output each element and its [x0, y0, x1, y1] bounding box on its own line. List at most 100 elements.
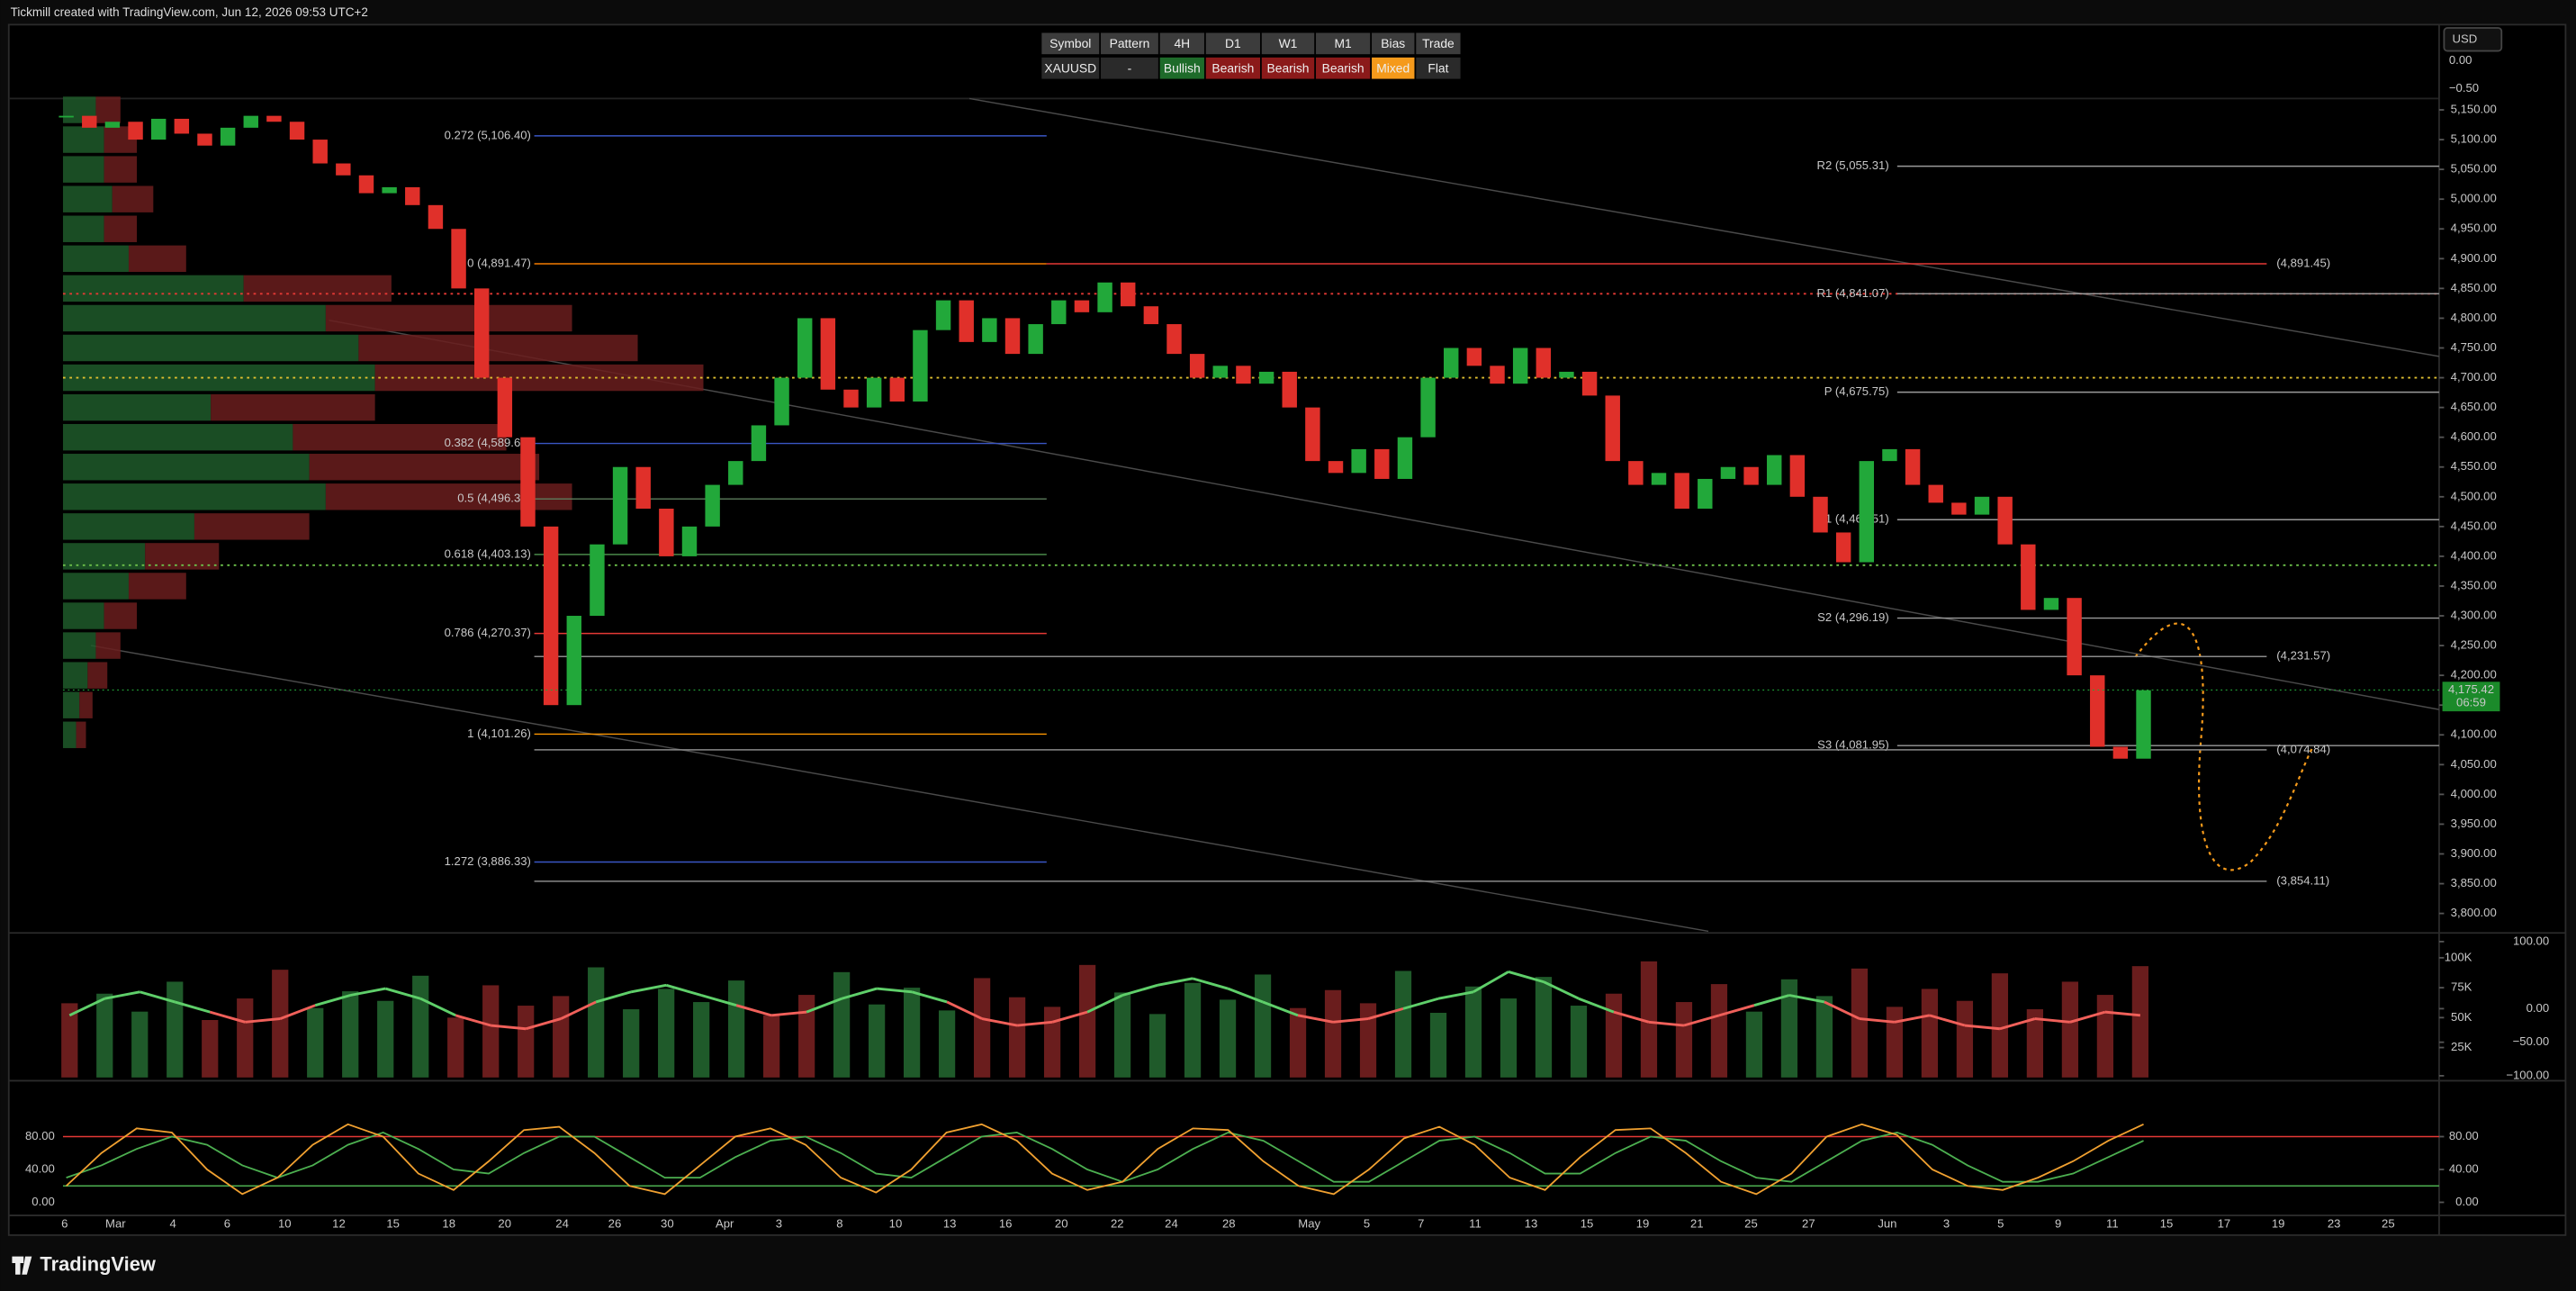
candle	[382, 186, 397, 194]
volume-bar	[1815, 996, 1833, 1078]
volume-bar	[1886, 1007, 1904, 1078]
x-tick-label: 25	[2382, 1217, 2395, 1231]
volume-profile-sell	[76, 721, 86, 748]
fib-label: 0.272 (5,106.40)	[445, 128, 531, 141]
volume-bar	[658, 989, 675, 1078]
volume-profile-sell	[128, 573, 186, 600]
candle	[659, 509, 674, 556]
oscillator-segment	[1367, 1007, 1404, 1020]
x-tick-label: 12	[332, 1217, 346, 1231]
volume-profile-buy	[62, 483, 326, 510]
oscillator-segment	[384, 987, 421, 1000]
volume-profile-buy	[62, 334, 359, 362]
countdown: 06:59	[2456, 695, 2486, 709]
candle	[59, 115, 74, 118]
y-tick-label: 4,300.00	[2451, 608, 2497, 621]
candle	[405, 186, 420, 205]
volume-bar	[377, 1000, 394, 1078]
volume-tick-label: 25K	[2451, 1040, 2472, 1053]
volume-profile-sell	[128, 245, 186, 273]
table-header-text: Symbol	[1049, 36, 1091, 50]
volume-bar	[1148, 1014, 1166, 1078]
candle	[104, 122, 121, 128]
volume-bar	[1394, 971, 1412, 1078]
oscillator-segment	[1999, 1017, 2036, 1031]
table-cell	[1159, 57, 1204, 79]
table-cell-text: Mixed	[1376, 60, 1410, 75]
candle	[2136, 690, 2151, 759]
y-tick-label: 5,000.00	[2451, 192, 2497, 205]
volume-bar	[1464, 986, 1482, 1078]
candle	[913, 330, 928, 402]
stoch-tick-label: 0.00	[32, 1195, 55, 1208]
stoch-line	[66, 1123, 2144, 1196]
x-tick-label: 17	[2218, 1217, 2231, 1231]
candle	[1559, 371, 1574, 378]
oscillator-segment	[1788, 994, 1825, 1004]
volume-bar	[623, 1009, 640, 1078]
oscillator-segment	[1578, 997, 1615, 1014]
oscillator-segment	[2034, 1017, 2071, 1024]
oscillator-segment	[1157, 977, 1193, 987]
candle	[1351, 448, 1366, 474]
candle	[1928, 484, 1943, 503]
volume-bar	[1324, 989, 1342, 1078]
oscillator-segment	[1473, 971, 1509, 994]
table-cell-text: -	[1128, 60, 1132, 75]
volume-profile-sell	[104, 215, 138, 242]
currency-box[interactable]	[2443, 27, 2503, 52]
volume-bar	[518, 1006, 535, 1078]
x-tick-label: 11	[2106, 1217, 2119, 1231]
candle	[1905, 448, 1921, 485]
volume-bar	[131, 1011, 149, 1078]
stoch-tick-label: 80.00	[25, 1129, 55, 1142]
x-tick-label: 18	[442, 1217, 455, 1231]
candle	[1789, 455, 1806, 497]
candle	[1143, 306, 1159, 325]
fib-label: 0.786 (4,270.37)	[445, 626, 531, 639]
oscillator-segment	[806, 997, 842, 1014]
level-label: (4,891.45)	[2276, 256, 2330, 269]
oscillator-tick-label: −50.00	[2513, 1034, 2550, 1048]
candle	[1605, 395, 1620, 462]
table-header-cell	[1101, 32, 1158, 55]
volume-bar	[868, 1004, 886, 1078]
oscillator-segment	[1613, 1010, 1650, 1024]
candle	[1490, 366, 1505, 384]
oscillator-segment	[1297, 1014, 1334, 1024]
volume-profile-buy	[62, 393, 212, 421]
oscillator-segment	[245, 1017, 281, 1024]
candle	[612, 466, 628, 545]
volume-profile-buy	[62, 602, 104, 629]
table-cell	[1372, 57, 1415, 79]
volume-bar	[61, 1003, 78, 1078]
volume-bar	[1254, 974, 1272, 1078]
candle	[82, 115, 97, 128]
x-tick-label: 11	[1469, 1217, 1482, 1231]
scale-label: 0.00	[2449, 53, 2472, 67]
volume-profile-buy	[62, 364, 375, 392]
candle	[751, 425, 767, 462]
volume-bar	[1535, 977, 1553, 1078]
candle	[1720, 466, 1736, 479]
oscillator-segment	[1894, 1014, 1931, 1024]
volume-profile-sell	[79, 691, 93, 718]
oscillator-segment	[139, 990, 176, 1004]
oscillator-tick-label: 0.00	[2526, 1001, 2550, 1015]
table-header-cell	[1261, 32, 1315, 55]
oscillator-segment	[1192, 977, 1229, 990]
table-cell	[1205, 57, 1260, 79]
candle	[2043, 598, 2059, 610]
x-tick-label: Mar	[105, 1217, 126, 1231]
volume-profile-sell	[243, 275, 392, 302]
candle	[1212, 366, 1229, 378]
volume-profile-sell	[194, 513, 310, 540]
volume-bar	[1113, 992, 1131, 1078]
oscillator-segment	[1086, 994, 1123, 1014]
pivot-label: R2 (5,055.31)	[1816, 158, 1888, 172]
volume-profile-buy	[62, 691, 80, 718]
volume-profile-buy	[62, 573, 129, 600]
y-tick-label: 4,200.00	[2451, 668, 2497, 682]
candle	[590, 544, 605, 617]
